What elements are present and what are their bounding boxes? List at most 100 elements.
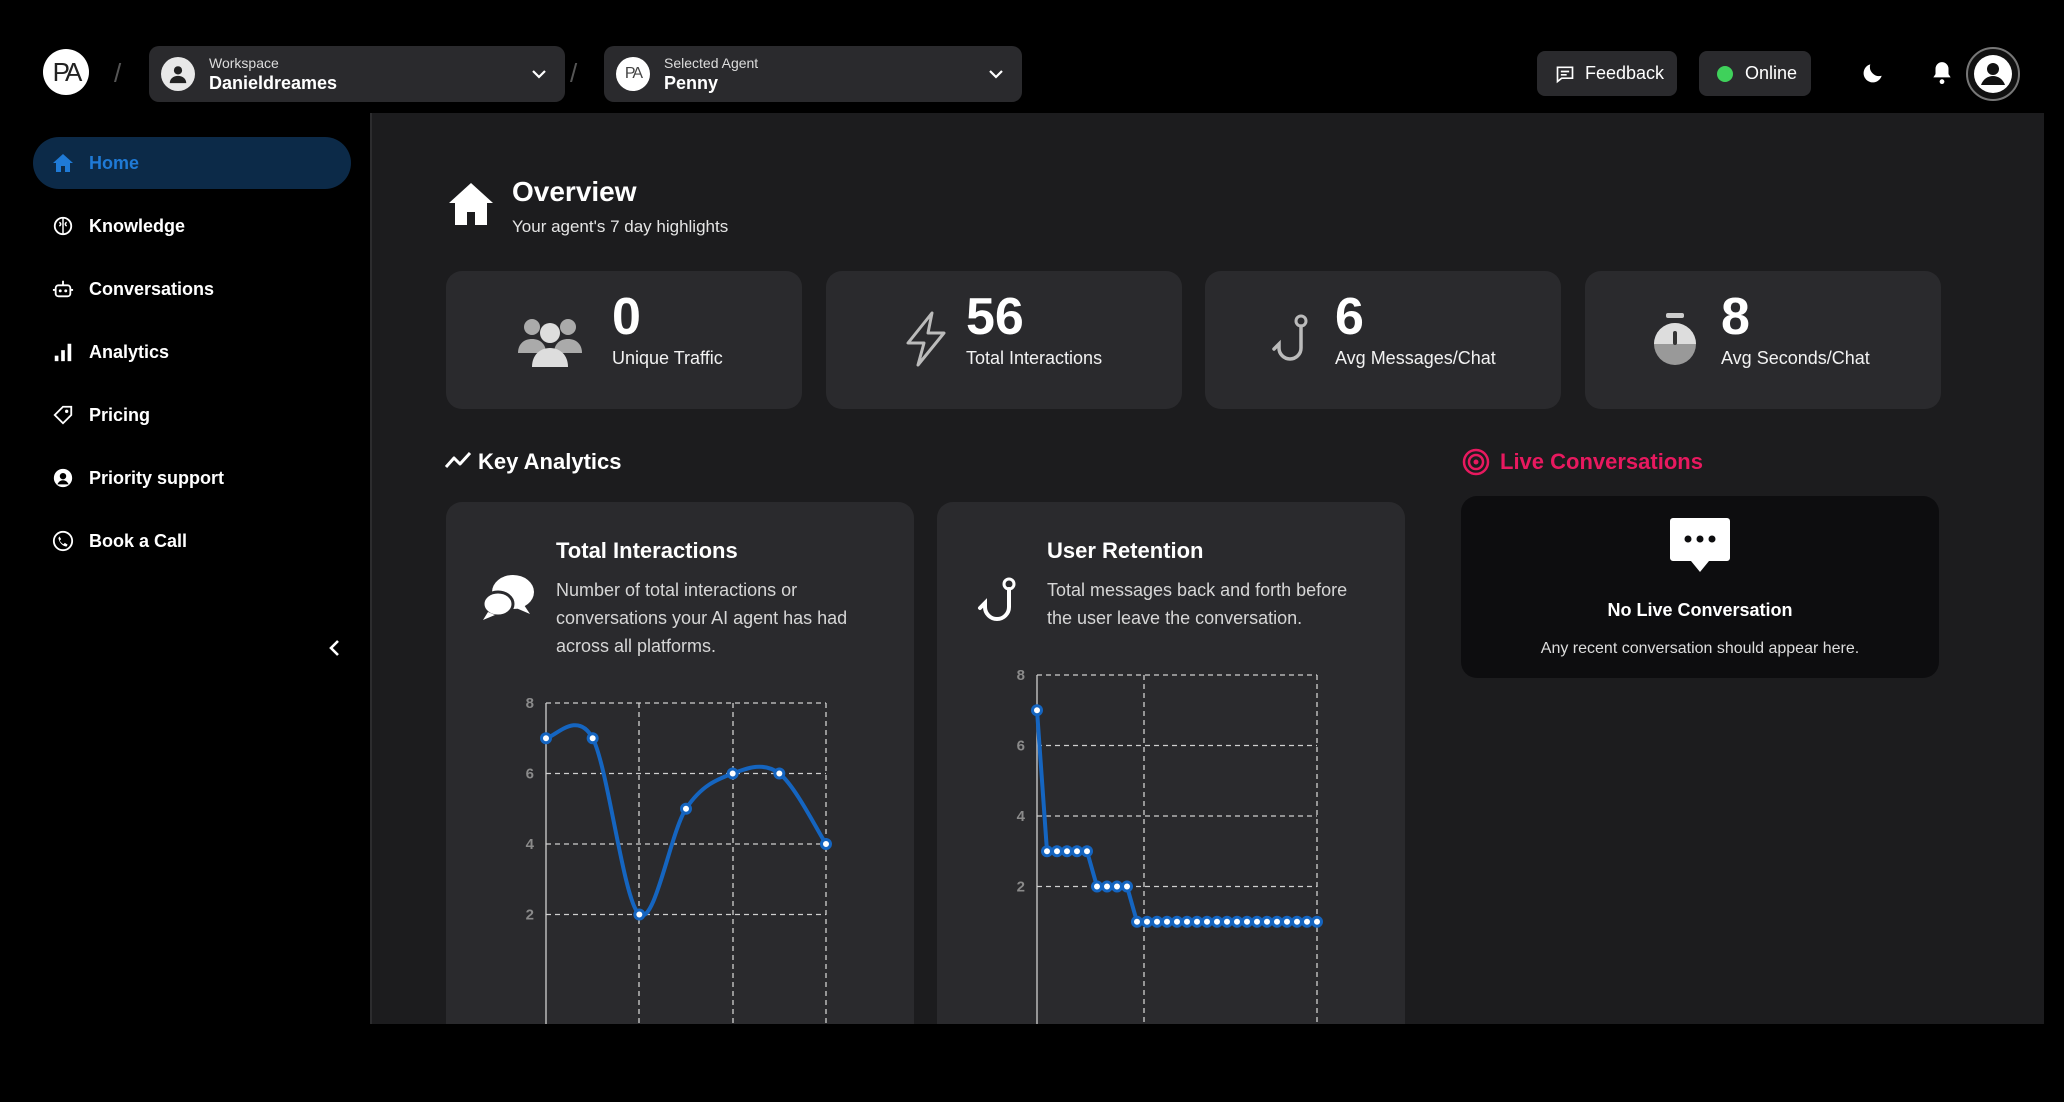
chevron-down-icon [989,70,1003,79]
chart-card-user-retention: User Retention Total messages back and f… [937,502,1405,1024]
data-point [1051,845,1063,858]
status-pill[interactable]: Online [1699,51,1811,96]
workspace-caption: Workspace [209,54,279,71]
data-point [1251,915,1263,928]
sidebar-item-book-a-call[interactable]: Book a Call [33,515,351,567]
trend-icon [444,451,472,468]
y-tick-label: 2 [526,907,534,924]
data-point [820,838,832,850]
section-title-live-conversations: Live Conversations [1500,449,1703,474]
data-point [773,767,786,780]
feedback-button[interactable]: Feedback [1537,51,1677,96]
chat-bubbles-icon [481,575,534,620]
logo[interactable]: PA [43,49,89,95]
target-icon [1462,448,1490,476]
breadcrumb-separator: / [570,58,578,88]
data-point [1081,845,1093,858]
stat-card-unique-traffic: 0 Unique Traffic [446,271,802,409]
stat-card-avg-seconds: 8 Avg Seconds/Chat [1585,271,1941,409]
y-tick-label: 6 [526,766,534,783]
data-point [1241,915,1253,928]
data-point [540,732,552,745]
agent-avatar: PA [616,57,650,91]
section-title-key-analytics: Key Analytics [478,449,622,474]
stat-value: 8 [1721,288,1750,346]
data-point [1131,915,1143,928]
sidebar-item-conversations[interactable]: Conversations [33,263,351,315]
status-label: Online [1745,63,1798,83]
price-tag-icon [51,403,75,427]
data-point [1061,845,1073,858]
sidebar-item-analytics[interactable]: Analytics [33,326,351,378]
workspace-name: Danieldreames [209,72,338,93]
data-point [1311,915,1323,928]
data-point [1301,915,1313,928]
notifications-button[interactable] [1925,56,1959,90]
agent-select[interactable]: PA Selected Agent Penny [604,46,1022,102]
moon-icon [1863,64,1882,83]
stat-label: Avg Messages/Chat [1335,348,1496,368]
sidebar-item-priority-support[interactable]: Priority support [33,452,351,504]
sidebar-item-knowledge[interactable]: Knowledge [33,200,351,252]
chevron-down-icon [532,70,546,79]
data-point [1231,915,1243,928]
data-point [1271,915,1283,928]
dark-mode-toggle[interactable] [1856,56,1890,90]
data-point [1171,915,1183,928]
y-tick-label: 8 [1017,667,1025,684]
stat-card-total-interactions: 56 Total Interactions [826,271,1182,409]
data-point [1201,915,1213,928]
users-icon [518,307,582,371]
stat-value: 6 [1335,288,1364,346]
data-point [1111,880,1123,893]
page-title: Overview [512,176,637,207]
home-icon [449,183,493,225]
data-point [1291,915,1303,928]
data-point [1041,845,1053,858]
message-dots-icon [1670,518,1730,572]
agent-caption: Selected Agent [664,54,759,71]
hook-icon [978,577,1016,621]
brain-icon [51,214,75,238]
data-point [1121,880,1133,893]
y-tick-label: 6 [1017,738,1025,755]
support-icon [51,466,75,490]
feedback-label: Feedback [1585,63,1665,83]
data-point [1071,845,1083,858]
robot-icon [51,277,75,301]
data-point [1101,880,1113,893]
feedback-icon [1556,66,1574,83]
data-point [1191,915,1203,928]
user-menu-button[interactable] [1966,47,2020,101]
y-tick-label: 8 [526,695,534,712]
chart-card-description: Total messages back and forth before the… [1047,580,1348,628]
data-point [586,732,599,745]
sidebar-item-label: Knowledge [89,215,186,236]
data-point [726,767,739,780]
stopwatch-icon [1643,307,1707,371]
data-point [1141,915,1153,928]
bar-chart-icon [51,340,75,364]
sidebar-item-pricing[interactable]: Pricing [33,389,351,441]
stat-label: Total Interactions [966,348,1103,368]
data-point [1161,915,1173,928]
data-point [1211,915,1223,928]
page-subtitle: Your agent's 7 day highlights [512,217,729,236]
hook-icon [1261,307,1325,371]
stat-value: 0 [612,288,641,346]
y-tick-label: 2 [1017,879,1025,896]
y-tick-label: 4 [1017,808,1026,825]
data-point [1151,915,1163,928]
workspace-select[interactable]: Workspace Danieldreames [149,46,565,102]
data-point [1181,915,1193,928]
sidebar-item-home[interactable]: Home [33,137,351,189]
live-conversations-panel: No Live Conversation Any recent conversa… [1461,496,1939,678]
user-retention-chart: 8 6 4 2 [1017,667,1323,1024]
sidebar-item-label: Conversations [89,278,215,299]
sidebar: Home Knowledge Conversations Analytics P… [20,113,372,1024]
stat-card-avg-messages: 6 Avg Messages/Chat [1205,271,1561,409]
agent-name: Penny [664,72,719,93]
chart-card-description: Number of total interactions or conversa… [556,580,848,656]
collapse-sidebar-icon[interactable] [325,638,345,658]
sidebar-item-label: Pricing [89,404,151,425]
